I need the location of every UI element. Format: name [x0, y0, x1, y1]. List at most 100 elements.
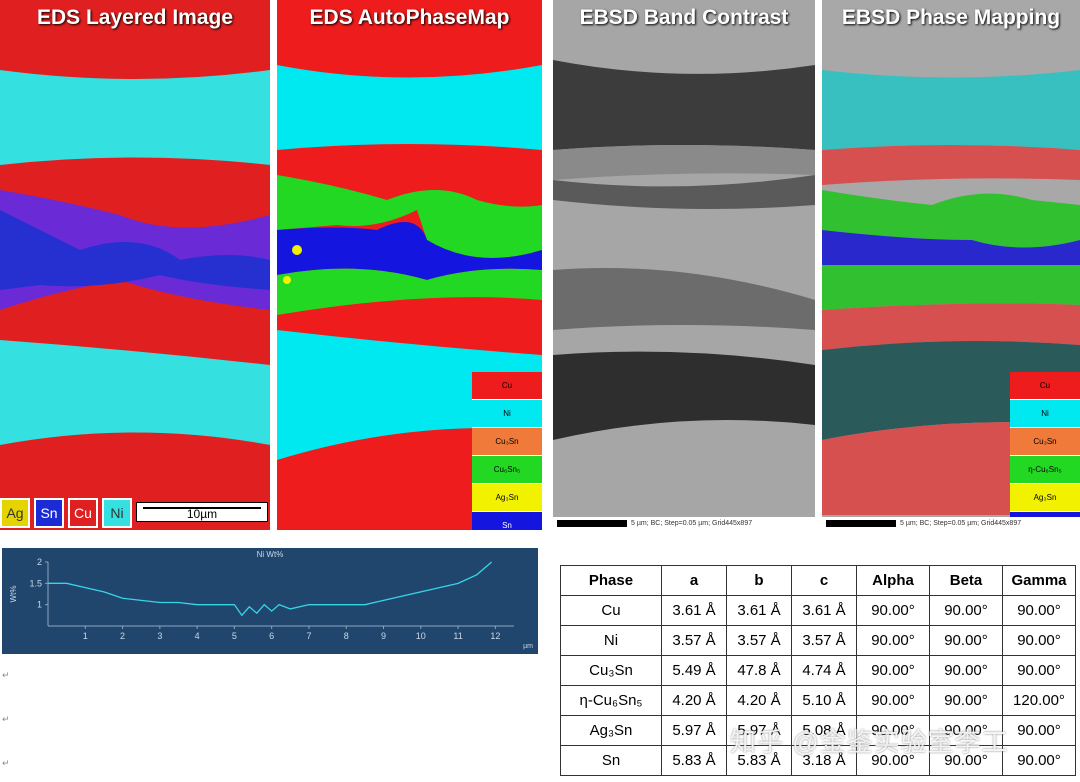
legend-eta-cu6sn5: η-Cu₆Sn₅ — [1010, 456, 1080, 484]
table-cell: 90.00° — [929, 685, 1003, 716]
legend-cu6sn5: Cu₆Sn₅ — [472, 456, 542, 484]
x-tick-label: 12 — [490, 631, 500, 641]
table-cell: 90.00° — [1002, 595, 1076, 626]
eds-layered-image — [0, 0, 270, 530]
scale-bar-label: 10µm — [186, 507, 218, 521]
table-header-row: Phase a b c Alpha Beta Gamma — [560, 565, 1076, 596]
header-a: a — [661, 565, 727, 596]
table-cell: 3.57 Å — [791, 625, 857, 656]
legend-cu: Cu — [1010, 372, 1080, 400]
table-cell: 120.00° — [1002, 685, 1076, 716]
eds-element-legend: Ag Sn Cu Ni — [0, 498, 132, 528]
x-axis-label: µm — [523, 643, 533, 650]
header-alpha: Alpha — [856, 565, 930, 596]
table-cell: Cu₃Sn — [560, 655, 662, 686]
table-cell: 90.00° — [929, 745, 1003, 776]
element-ni: Ni — [102, 498, 132, 528]
y-axis-label: Wt% — [9, 586, 18, 603]
table-cell: Sn — [560, 745, 662, 776]
ebsd-band-footer-text: 5 µm; BC; Step=0.05 µm; Grid445x897 — [631, 520, 753, 527]
table-cell: 4.20 Å — [661, 685, 727, 716]
x-tick-label: 1 — [83, 631, 88, 641]
y-tick-label: 2 — [37, 557, 42, 567]
header-gamma: Gamma — [1002, 565, 1076, 596]
table-cell: 90.00° — [929, 655, 1003, 686]
table-cell: 4.20 Å — [726, 685, 792, 716]
x-tick-label: 10 — [416, 631, 426, 641]
ebsd-phase-footer: 5 µm; BC; Step=0.05 µm; Grid445x897 — [822, 517, 1080, 530]
table-cell: 90.00° — [929, 625, 1003, 656]
table-row: Sn 5.83 Å 5.83 Å 3.18 Å 90.00° 90.00° 90.00° — [560, 745, 1076, 776]
table-cell: 5.83 Å — [726, 745, 792, 776]
table-cell: 3.61 Å — [791, 595, 857, 626]
legend-ni: Ni — [1010, 400, 1080, 428]
table-cell: 3.61 Å — [726, 595, 792, 626]
table-cell: 3.57 Å — [726, 625, 792, 656]
element-sn: Sn — [34, 498, 64, 528]
ebsd-phase-legend: Cu Ni Cu₃Sn η-Cu₆Sn₅ Ag₃Sn Sn — [1010, 372, 1080, 530]
ebsd-phase-title: EBSD Phase Mapping — [841, 6, 1061, 29]
legend-sn: Sn — [472, 512, 542, 530]
table-row: Ni 3.57 Å 3.57 Å 3.57 Å 90.00° 90.00° 90.00° — [560, 625, 1076, 656]
x-tick-label: 8 — [344, 631, 349, 641]
legend-ag3sn: Ag₃Sn — [472, 484, 542, 512]
ebsd-phase-panel: EBSD Phase Mapping Cu Ni Cu₃Sn η-Cu₆Sn₅ … — [822, 0, 1080, 530]
x-tick-label: 7 — [306, 631, 311, 641]
table-row: Cu 3.61 Å 3.61 Å 3.61 Å 90.00° 90.00° 90.00° — [560, 595, 1076, 626]
element-ag: Ag — [0, 498, 30, 528]
table-cell: 3.61 Å — [661, 595, 727, 626]
ebsd-band-image — [553, 0, 815, 530]
table-cell: 90.00° — [929, 595, 1003, 626]
table-cell: 5.49 Å — [661, 655, 727, 686]
table-cell: 90.00° — [929, 715, 1003, 746]
table-cell: 90.00° — [856, 595, 930, 626]
ni-series-line — [48, 561, 493, 617]
legend-cu: Cu — [472, 372, 542, 400]
paragraph-mark: ↵ — [2, 714, 10, 724]
autophase-legend: Cu Ni Cu₃Sn Cu₆Sn₅ Ag₃Sn Sn — [472, 372, 542, 530]
table-cell: 5.10 Å — [791, 685, 857, 716]
element-cu: Cu — [68, 498, 98, 528]
table-cell: 4.74 Å — [791, 655, 857, 686]
ebsd-band-title: EBSD Band Contrast — [579, 6, 789, 29]
table-cell: 90.00° — [856, 745, 930, 776]
eds-autophase-title: EDS AutoPhaseMap — [309, 6, 510, 29]
table-cell: 3.18 Å — [791, 745, 857, 776]
table-cell: 47.8 Å — [726, 655, 792, 686]
table-cell: Ni — [560, 625, 662, 656]
table-cell: 5.83 Å — [661, 745, 727, 776]
header-c: c — [791, 565, 857, 596]
x-tick-label: 3 — [157, 631, 162, 641]
table-cell: 90.00° — [856, 625, 930, 656]
x-tick-label: 6 — [269, 631, 274, 641]
legend-ni: Ni — [472, 400, 542, 428]
table-cell: 90.00° — [1002, 745, 1076, 776]
watermark: 知乎 @金鉴实验室李工 — [730, 727, 1009, 757]
x-tick-label: 9 — [381, 631, 386, 641]
table-cell: 90.00° — [856, 715, 930, 746]
table-cell: 5.97 Å — [661, 715, 727, 746]
table-cell: 3.57 Å — [661, 625, 727, 656]
table-row: η-Cu₆Sn₅ 4.20 Å 4.20 Å 5.10 Å 90.00° 90.00° 12… — [560, 685, 1076, 716]
table-cell: Cu — [560, 595, 662, 626]
x-tick-label: 4 — [195, 631, 200, 641]
header-phase: Phase — [560, 565, 662, 596]
table-cell: 5.08 Å — [791, 715, 857, 746]
ebsd-band-panel: EBSD Band Contrast 5 µm; BC; Step=0.05 µ… — [553, 0, 815, 530]
table-cell: 90.00° — [1002, 625, 1076, 656]
table-cell: 90.00° — [1002, 715, 1076, 746]
paragraph-mark: ↵ — [2, 758, 10, 768]
chart-title: Ni Wt% — [257, 550, 284, 559]
table-cell: 90.00° — [1002, 655, 1076, 686]
table-cell: Ag₃Sn — [560, 715, 662, 746]
scale-bar: 10µm — [136, 502, 268, 522]
lattice-parameter-table: Phase a b c Alpha Beta Gamma Cu 3.61 Å 3.6… — [560, 565, 1076, 776]
ni-line-profile-chart: Ni Wt% Wt% µm 1 2 3 4 5 6 7 8 9 10 11 12 1 1.5 2 — [2, 548, 538, 654]
eds-autophase-panel: EDS AutoPhaseMap Cu Ni Cu₃Sn Cu₆Sn₅ Ag₃S… — [277, 0, 542, 530]
ebsd-phase-footer-text: 5 µm; BC; Step=0.05 µm; Grid445x897 — [900, 520, 1022, 527]
y-tick-label: 1.5 — [29, 578, 42, 588]
legend-cu3sn: Cu₃Sn — [1010, 428, 1080, 456]
header-beta: Beta — [929, 565, 1003, 596]
table-cell: η-Cu₆Sn₅ — [560, 685, 662, 716]
